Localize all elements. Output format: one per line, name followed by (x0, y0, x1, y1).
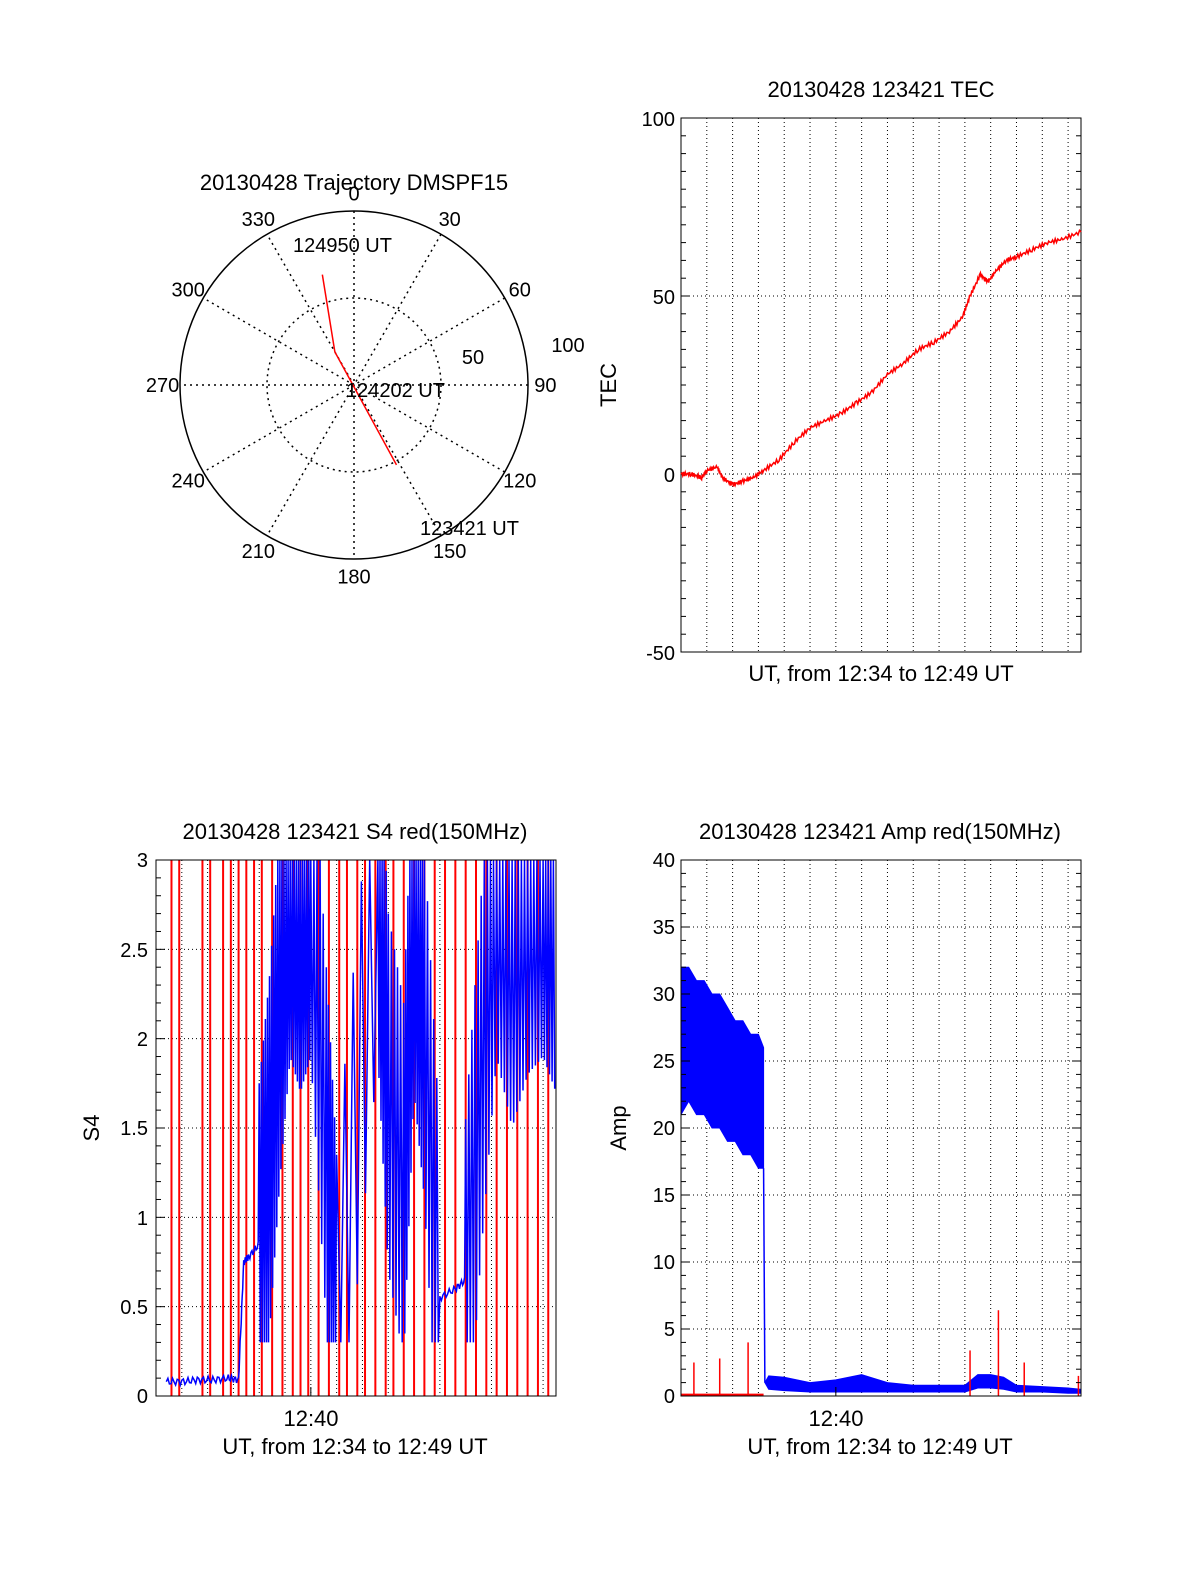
tec-y-label-0: 0 (664, 465, 675, 487)
tec-plot-frame (680, 117, 1082, 653)
polar-angle-label-180: 180 (337, 566, 370, 588)
amp-y-label-15: 15 (653, 1185, 675, 1207)
polar-inner-circle (266, 297, 442, 473)
polar-angle-label-30: 30 (439, 209, 461, 231)
s4-chart: 20130428 123421 S4 red(150MHz) 0 0.5 1 1… (79, 819, 557, 1459)
amp-chart-title: 20130428 123421 Amp red(150MHz) (699, 819, 1061, 844)
amp-y-label-20: 20 (653, 1118, 675, 1140)
amp-x-tick-label-1240: 12:40 (808, 1406, 863, 1431)
amp-y-label-25: 25 (653, 1051, 675, 1073)
s4-y-label-3: 3 (137, 850, 148, 872)
trajectory-line (321, 274, 398, 466)
polar-angle-label-300: 300 (172, 279, 205, 301)
s4-x-tick-label-1240: 12:40 (283, 1406, 338, 1431)
tec-series-line (680, 229, 1082, 488)
trajectory-label-end: 124950 UT (293, 235, 392, 257)
polar-angle-label-240: 240 (172, 471, 205, 493)
s4-y-axis-label: S4 (79, 1115, 104, 1142)
polar-angle-label-210: 210 (242, 541, 275, 563)
amp-y-label-0: 0 (664, 1386, 675, 1408)
s4-y-label-0.5: 0.5 (120, 1297, 148, 1319)
s4-x-axis-label: UT, from 12:34 to 12:49 UT (222, 1434, 487, 1459)
tec-chart: 20130428 123421 TEC 100 50 0 -50 TEC UT,… (596, 77, 1082, 686)
tec-x-axis-label: UT, from 12:34 to 12:49 UT (748, 661, 1013, 686)
tec-y-label-100: 100 (642, 109, 675, 131)
s4-y-label-2.5: 2.5 (120, 940, 148, 962)
polar-angle-label-270: 270 (146, 375, 179, 397)
amp-chart: 20130428 123421 Amp red(150MHz) 0 5 10 1… (606, 819, 1082, 1459)
polar-angle-label-330: 330 (242, 209, 275, 231)
polar-angle-label-150: 150 (433, 541, 466, 563)
amp-blue-dropoff-line (762, 1168, 766, 1383)
trajectory-label-mid: 124202 UT (346, 380, 445, 402)
polar-trajectory-chart: 20130428 Trajectory DMSPF15 0 30 60 90 120 15… (146, 170, 585, 588)
polar-spoke-150 (266, 233, 442, 537)
amp-y-label-30: 30 (653, 984, 675, 1006)
amp-y-axis-label: Amp (606, 1105, 631, 1150)
s4-blue-series-line (165, 860, 556, 1388)
tec-y-label-minus50: -50 (646, 643, 675, 665)
amp-y-label-5: 5 (664, 1319, 675, 1341)
tec-y-label-50: 50 (653, 287, 675, 309)
polar-angle-label-0: 0 (348, 184, 359, 206)
amp-y-label-10: 10 (653, 1252, 675, 1274)
amp-y-label-40: 40 (653, 850, 675, 872)
polar-radial-label-100: 100 (551, 335, 584, 357)
polar-angle-label-60: 60 (509, 279, 531, 301)
polar-angle-label-90: 90 (534, 375, 556, 397)
polar-chart-title: 20130428 Trajectory DMSPF15 (200, 170, 508, 195)
tec-chart-title: 20130428 123421 TEC (767, 77, 994, 102)
s4-y-label-1: 1 (137, 1208, 148, 1230)
amp-y-label-35: 35 (653, 917, 675, 939)
s4-y-label-2: 2 (137, 1029, 148, 1051)
s4-y-label-0: 0 (137, 1386, 148, 1408)
polar-radial-label-50: 50 (462, 347, 484, 369)
polar-angle-label-120: 120 (503, 471, 536, 493)
trajectory-label-start: 123421 UT (420, 518, 519, 540)
s4-y-label-1.5: 1.5 (120, 1118, 148, 1140)
tec-y-axis-label: TEC (596, 363, 621, 407)
amp-x-axis-label: UT, from 12:34 to 12:49 UT (747, 1434, 1012, 1459)
s4-chart-title: 20130428 123421 S4 red(150MHz) (183, 819, 528, 844)
